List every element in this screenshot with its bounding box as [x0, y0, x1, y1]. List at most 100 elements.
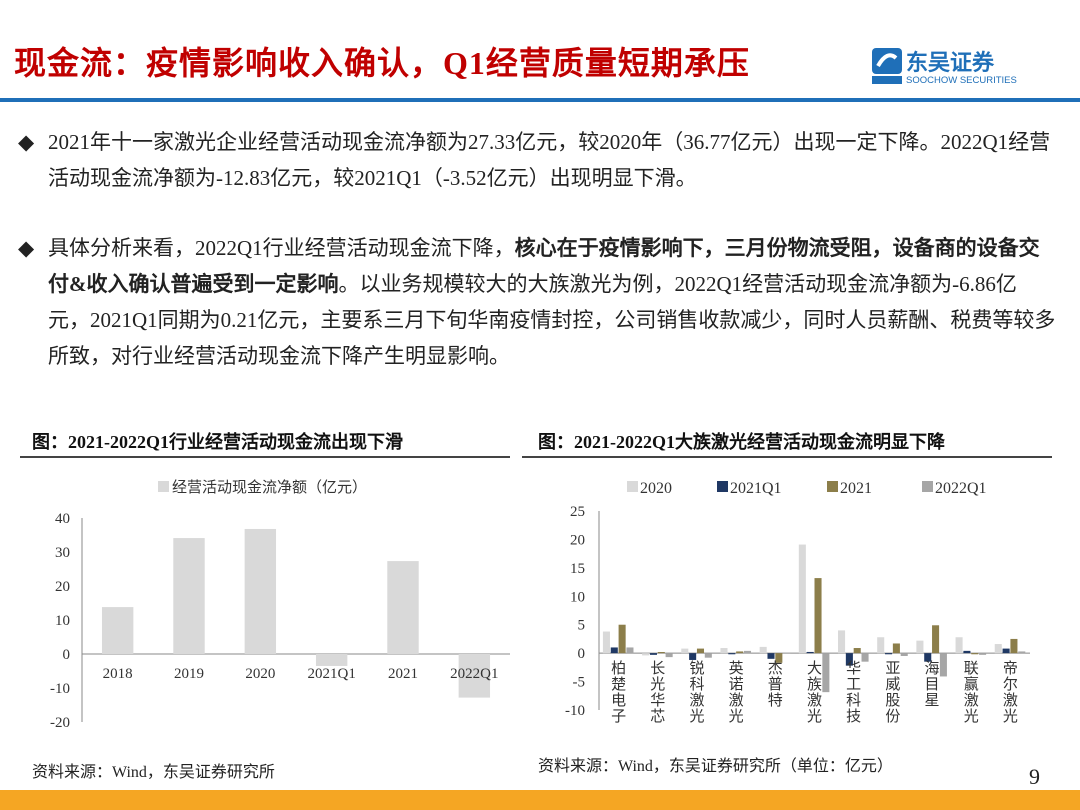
bar [1002, 648, 1010, 654]
bar [720, 648, 728, 654]
bullet-1: ◆ 2021年十一家激光企业经营活动现金流净额为27.33亿元，较2020年（3… [18, 124, 1058, 196]
bar [618, 624, 626, 654]
legend-swatch [158, 481, 169, 492]
x-tick-label: 2020 [245, 666, 275, 682]
page-number: 9 [1029, 764, 1040, 789]
bar [861, 653, 869, 662]
bar [798, 544, 806, 654]
bar [939, 653, 947, 677]
caption-divider [522, 456, 1052, 458]
y-tick-label: 10 [570, 589, 585, 605]
y-tick-label: 5 [578, 618, 586, 634]
bar [642, 653, 650, 656]
bar [1018, 651, 1026, 654]
legend-swatch [922, 481, 933, 492]
bar [696, 648, 705, 654]
x-tick-label: 锐科激光 [689, 660, 704, 725]
legend-swatch [627, 481, 638, 492]
bar [704, 653, 712, 658]
x-tick-label: 海目星 [925, 660, 940, 709]
x-tick-label: 联赢激光 [964, 660, 979, 725]
right-chart-caption: 图：2021-2022Q1大族激光经营活动现金流明显下降 [538, 432, 945, 452]
x-tick-label: 2021Q1 [307, 666, 355, 682]
bar [916, 640, 924, 654]
x-tick-label: 华工科技 [846, 660, 861, 725]
right-chart-source: 资料来源：Wind，东吴证券研究所（单位：亿元） [538, 758, 893, 775]
bullet-2: ◆ 具体分析来看，2022Q1行业经营活动现金流下降，核心在于疫情影响下，三月份… [18, 230, 1058, 374]
right-chart: -10 -5 0 5 10 15 20 25 柏楚电子 长光华芯 锐科激光 英诺激光 杰普特 大族激光 华工… [565, 480, 1030, 725]
bar [657, 652, 665, 654]
x-tick-label: 英诺激光 [729, 659, 744, 725]
bar [743, 650, 752, 654]
bar [767, 653, 775, 659]
left-chart-caption: 图：2021-2022Q1行业经营活动现金流出现下滑 [32, 432, 403, 452]
bar [932, 625, 940, 654]
legend-label: 2020 [640, 480, 672, 497]
bar [458, 654, 491, 698]
y-tick-label: 25 [570, 504, 585, 520]
x-tick-label: 长光华芯 [650, 660, 665, 725]
y-tick-label: 0 [63, 647, 71, 663]
bullet-text: 2021年十一家激光企业经营活动现金流净额为27.33亿元，较2020年（36.… [48, 130, 1051, 190]
bar [892, 643, 900, 654]
bar [602, 631, 610, 654]
bar [979, 653, 987, 655]
y-tick-label: 10 [55, 613, 70, 629]
header-divider [0, 98, 1080, 102]
y-tick-label: 40 [55, 511, 70, 527]
bar [900, 653, 908, 656]
page-title: 现金流：疫情影响收入确认，Q1经营质量短期承压 [14, 45, 750, 81]
x-tick-label: 帝尔激光 [1003, 660, 1018, 725]
x-tick-label: 杰普特 [768, 660, 783, 709]
bar [610, 647, 618, 654]
bar [955, 637, 963, 654]
x-tick-label: 2022Q1 [450, 666, 498, 682]
bar [806, 651, 814, 654]
x-tick-label: 2018 [103, 666, 133, 682]
y-tick-label: -5 [573, 675, 586, 691]
bar [814, 578, 822, 654]
bullet-text: 具体分析来看，2022Q1行业经营活动现金流下降， [48, 236, 515, 260]
bar [963, 650, 971, 654]
bar [759, 646, 767, 654]
bar [845, 653, 853, 666]
logo-cn: 东吴证券 [906, 50, 995, 75]
y-tick-label: 20 [570, 532, 585, 548]
legend-swatch [827, 481, 838, 492]
y-tick-label: -20 [50, 715, 70, 731]
y-tick-label: 20 [55, 579, 70, 595]
logo-en: SOOCHOW SECURITIES [906, 75, 1017, 86]
bar [244, 528, 277, 654]
bar [924, 653, 932, 662]
bar [387, 561, 419, 654]
legend-label: 2022Q1 [935, 480, 987, 497]
bar [853, 648, 861, 654]
x-tick-label: 大族激光 [807, 660, 822, 725]
bar [728, 653, 736, 655]
y-tick-label: 15 [570, 561, 585, 577]
y-tick-label: 30 [55, 545, 70, 561]
bar [971, 653, 979, 655]
y-tick-label: -10 [50, 681, 70, 697]
bar [626, 647, 634, 654]
x-tick-label: 2021 [388, 666, 418, 682]
left-chart: -20 -10 0 10 20 30 40 2018 2019 2020 2021Q1 2021 202… [50, 479, 510, 731]
legend-label: 2021Q1 [730, 480, 782, 497]
bar [885, 653, 893, 655]
caption-divider [20, 456, 510, 458]
bar [775, 653, 783, 663]
y-tick-label: 0 [578, 646, 586, 662]
legend-label: 2021 [840, 480, 872, 497]
bullet-text: 。以业务规模较大的大族激光为例，2022Q1经营活动现金流净额为-6.86亿元，… [48, 272, 1056, 368]
legend-swatch [717, 481, 728, 492]
bar [689, 653, 697, 660]
bar [994, 644, 1002, 654]
bar [681, 648, 689, 654]
bar [649, 653, 657, 655]
legend-label: 经营活动现金流净额（亿元） [172, 479, 367, 496]
bar [173, 538, 205, 654]
footer-bar [0, 790, 1080, 810]
bar [822, 653, 830, 693]
x-tick-label: 柏楚电子 [611, 660, 626, 725]
bar [101, 607, 134, 654]
